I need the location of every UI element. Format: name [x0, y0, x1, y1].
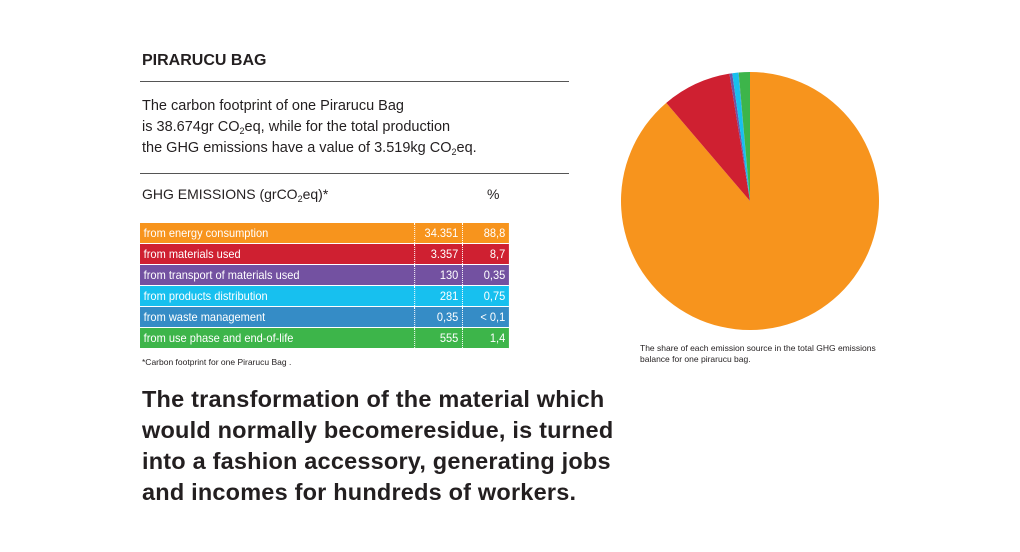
pie-slice-6	[738, 72, 750, 201]
intro-line: The carbon footprint of one Pirarucu Bag	[142, 98, 404, 114]
cell-value: 555	[414, 327, 463, 349]
cell-pct: 0,35	[462, 264, 509, 286]
cell-value: 130	[414, 264, 463, 286]
cell-label: from products distribution	[140, 285, 415, 307]
cell-value: 34.351	[414, 223, 463, 244]
cell-pct: 8,7	[462, 243, 509, 265]
cell-value: 281	[414, 285, 463, 307]
cell-label: from waste management	[140, 306, 415, 328]
cell-pct: 88,8	[462, 223, 509, 244]
cell-label: from energy consumption	[140, 223, 415, 244]
divider	[140, 81, 569, 82]
cell-value: 3.357	[414, 243, 463, 265]
cell-label: from materials used	[140, 243, 415, 265]
intro-line: is 38.674gr CO2eq, while for the total p…	[142, 119, 451, 136]
table-row: from waste management 0,35 < 0,1	[140, 306, 509, 328]
cell-pct: < 0,1	[462, 306, 509, 328]
statement: The transformation of the material which…	[142, 386, 614, 505]
footnote: *Carbon footprint for one Pirarucu Bag .	[142, 357, 292, 367]
pie-slice-3	[729, 73, 750, 201]
emissions-table: from energy consumption 34.351 88,8 from ma…	[140, 223, 509, 349]
table-row: from use phase and end-of-life 555 1,4	[140, 327, 509, 349]
table-row: from materials used 3.357 8,7	[140, 243, 509, 265]
intro-line: the GHG emissions have a value of 3.519k…	[142, 140, 477, 157]
cell-pct: 1,4	[462, 327, 509, 349]
pie-slice-4	[732, 72, 750, 201]
cell-value: 0,35	[414, 306, 463, 328]
table-row: from products distribution 281 0,75	[140, 285, 509, 307]
intro-text: The carbon footprint of one Pirarucu Bag…	[142, 96, 477, 159]
table-row: from energy consumption 34.351 88,8	[140, 223, 509, 244]
table-title: GHG EMISSIONS (grCO2eq)*	[142, 186, 329, 204]
pie-slice-1	[621, 72, 879, 331]
cell-label: from transport of materials used	[140, 264, 415, 286]
pie-slice-2	[666, 73, 750, 201]
page-title: PIRARUCU BAG	[142, 52, 267, 69]
cell-pct: 0,75	[462, 285, 509, 307]
divider	[140, 173, 569, 174]
chart-caption: The share of each emission source in the…	[640, 343, 876, 364]
table-row: from transport of materials used 130 0,35	[140, 264, 509, 286]
pie-chart	[621, 72, 879, 331]
percent-header: %	[487, 186, 500, 202]
pie-slice-5	[738, 72, 750, 202]
cell-label: from use phase and end-of-life	[140, 327, 415, 349]
